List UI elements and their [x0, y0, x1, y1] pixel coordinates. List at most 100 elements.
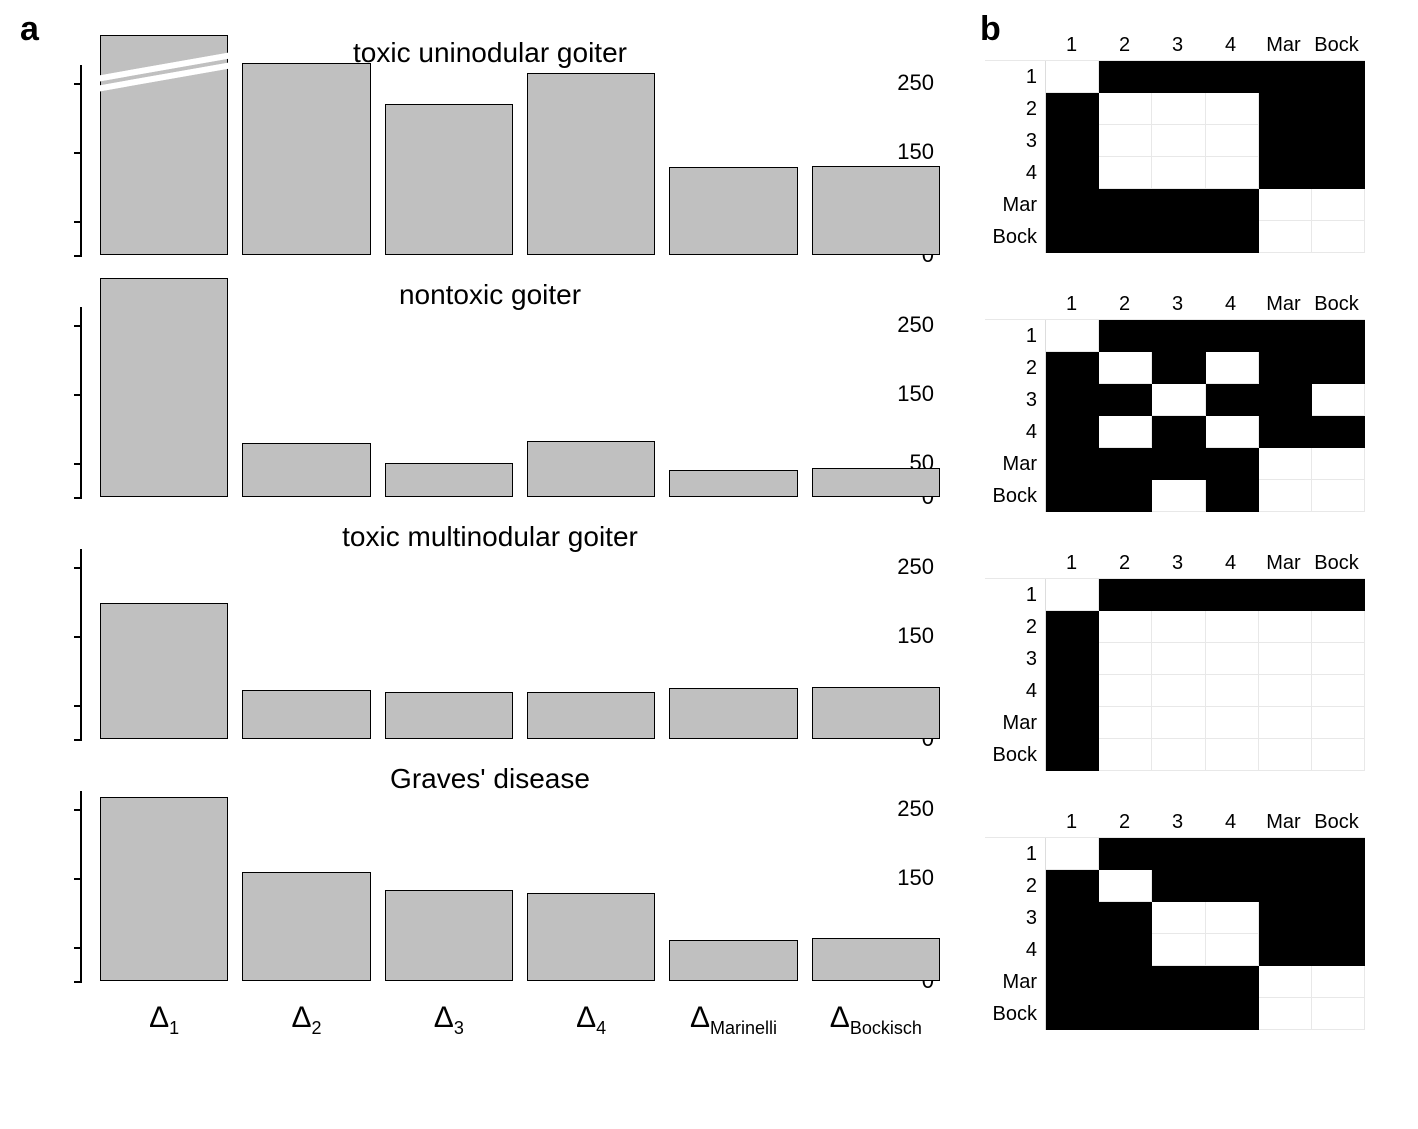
y-tick [74, 705, 82, 707]
y-tick [74, 221, 82, 223]
matrix-cell [1099, 966, 1152, 998]
matrix-cell [1152, 966, 1205, 998]
matrix-row: 3 [985, 902, 1365, 934]
matrix-col-header: 3 [1151, 811, 1204, 837]
matrix-cell [1046, 998, 1099, 1030]
bar [100, 35, 228, 255]
matrix-col-header: 2 [1098, 552, 1151, 578]
matrix-cell [1099, 675, 1152, 707]
matrix-row-header: 2 [985, 870, 1045, 902]
matrix-cell [1206, 416, 1259, 448]
matrix-row: Mar [985, 448, 1365, 480]
matrix-col-header: 1 [1045, 34, 1098, 60]
matrix-cell [1312, 902, 1365, 934]
matrix-row-header: 3 [985, 125, 1045, 157]
matrix-cells [1045, 707, 1365, 739]
matrix-cell [1099, 448, 1152, 480]
matrix-cell [1099, 221, 1152, 253]
matrix-cell [1152, 902, 1205, 934]
matrix-cells [1045, 870, 1365, 902]
bar [812, 166, 940, 255]
panel-b-label: b [980, 10, 1001, 49]
matrix: 1234MarBock1234MarBock [985, 552, 1365, 771]
bar [812, 938, 940, 981]
matrix-row-header: 3 [985, 384, 1045, 416]
matrix-cell [1206, 448, 1259, 480]
matrix-cell [1152, 416, 1205, 448]
matrix-cell [1152, 157, 1205, 189]
y-axis [80, 307, 100, 497]
matrix-cell [1099, 157, 1152, 189]
matrix-body: 1234MarBock [985, 60, 1365, 253]
matrix-cell [1046, 448, 1099, 480]
matrix-cell [1206, 966, 1259, 998]
matrix-cell [1259, 643, 1312, 675]
matrix-cell [1312, 221, 1365, 253]
matrix-cell [1259, 480, 1312, 512]
matrix-cell [1152, 998, 1205, 1030]
matrix-row-header: 4 [985, 157, 1045, 189]
matrix-cell [1312, 93, 1365, 125]
matrix-cell [1312, 61, 1365, 93]
bars [100, 35, 940, 255]
matrix-cells [1045, 221, 1365, 253]
matrix-col-header: 2 [1098, 293, 1151, 319]
matrix-row-header: 2 [985, 611, 1045, 643]
matrix-cell [1046, 157, 1099, 189]
matrix-cell [1152, 125, 1205, 157]
x-label: Δ3 [385, 1001, 513, 1039]
matrix-row: Mar [985, 707, 1365, 739]
matrix-col-headers: 1234MarBock [1045, 552, 1363, 578]
matrix-cell [1259, 675, 1312, 707]
chart-row: nontoxic goiter050150250 [20, 267, 960, 509]
bar [385, 692, 513, 739]
matrix-cell [1099, 902, 1152, 934]
matrix-cells [1045, 320, 1365, 352]
matrix-cell [1152, 320, 1205, 352]
matrix-body: 1234MarBock [985, 319, 1365, 512]
matrix-cell [1152, 707, 1205, 739]
matrix-cell [1152, 934, 1205, 966]
matrix-cell [1259, 61, 1312, 93]
matrix-row: 2 [985, 870, 1365, 902]
bars [100, 761, 940, 981]
matrix: 1234MarBock1234MarBock [985, 811, 1365, 1030]
matrix-cell [1206, 739, 1259, 771]
matrix-cell [1046, 966, 1099, 998]
charts-stack: toxic uninodular goiter050150250nontoxic… [20, 25, 970, 993]
matrix-row-header: 3 [985, 643, 1045, 675]
x-label: ΔBockisch [812, 1001, 940, 1039]
matrix-cell [1206, 352, 1259, 384]
matrix-cell [1259, 966, 1312, 998]
matrix-cell [1206, 384, 1259, 416]
matrix-cell [1206, 61, 1259, 93]
matrix-cell [1152, 189, 1205, 221]
matrix-cell [1312, 416, 1365, 448]
matrix-cell [1046, 352, 1099, 384]
matrix-cell [1206, 707, 1259, 739]
matrix-row-header: Mar [985, 966, 1045, 998]
x-label: ΔMarinelli [669, 1001, 797, 1039]
plot-area [100, 277, 940, 497]
matrix-cell [1046, 902, 1099, 934]
matrix-cells [1045, 384, 1365, 416]
matrix-row: 2 [985, 611, 1365, 643]
matrix-row-header: 1 [985, 320, 1045, 352]
matrix-cell [1312, 707, 1365, 739]
matrix-cell [1046, 320, 1099, 352]
x-label: Δ1 [100, 1001, 228, 1039]
y-tick [74, 739, 82, 741]
plot-area [100, 761, 940, 981]
x-axis-labels: Δ1Δ2Δ3Δ4ΔMarinelliΔBockisch [100, 1001, 940, 1039]
matrix-cells [1045, 61, 1365, 93]
matrix-col-header: 4 [1204, 552, 1257, 578]
matrix-cell [1312, 870, 1365, 902]
matrix-col-header: 1 [1045, 552, 1098, 578]
x-label: Δ2 [242, 1001, 370, 1039]
matrix-cell [1206, 934, 1259, 966]
matrix-cell [1259, 739, 1312, 771]
matrix-cells [1045, 611, 1365, 643]
matrix-cell [1152, 480, 1205, 512]
matrix-col-header: 1 [1045, 811, 1098, 837]
bar [242, 63, 370, 256]
